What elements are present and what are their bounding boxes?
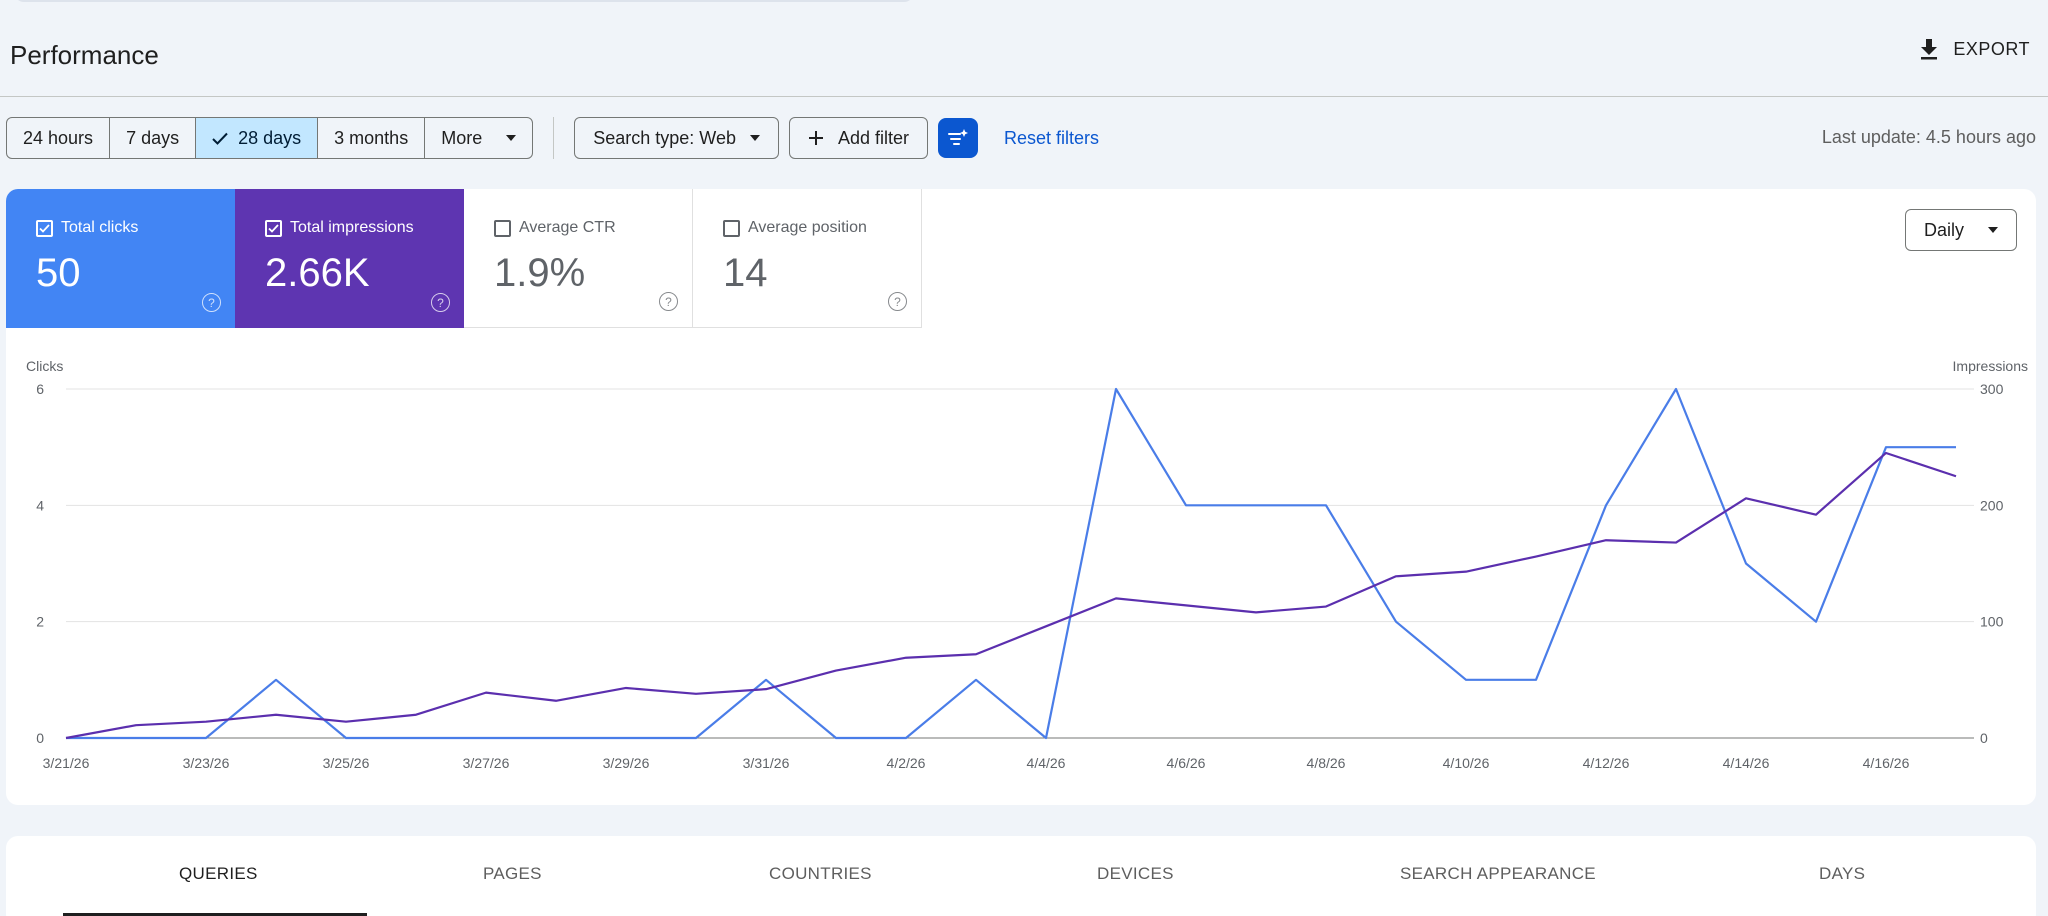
tab-queries[interactable]: QUERIES xyxy=(179,864,258,883)
tab-days[interactable]: DAYS xyxy=(1819,864,1866,883)
right-axis-title: Impressions xyxy=(1953,358,2028,374)
tab-search-appearance[interactable]: SEARCH APPEARANCE xyxy=(1400,864,1596,883)
x-tick-label: 4/16/26 xyxy=(1863,755,1910,771)
right-tick-label: 0 xyxy=(1980,730,1988,746)
range-7-days[interactable]: 7 days xyxy=(110,118,197,158)
metric-label-row: Average CTR xyxy=(494,219,616,237)
date-range-selector: 24 hours 7 days 28 days 3 months More xyxy=(6,117,534,159)
search-type-label: Search type: Web xyxy=(593,127,736,148)
add-filter-label: Add filter xyxy=(837,127,910,148)
metric-value: 1.9% xyxy=(494,251,586,295)
x-tick-label: 4/14/26 xyxy=(1723,755,1770,771)
add-filter-button[interactable]: Add filter xyxy=(788,117,929,159)
metric-average-position[interactable]: Average position 14 ? xyxy=(693,189,922,328)
active-tab-indicator xyxy=(63,913,367,916)
range-more-dropdown[interactable]: More xyxy=(425,118,532,158)
x-tick-label: 3/21/26 xyxy=(43,755,90,771)
granularity-dropdown[interactable]: Daily xyxy=(1905,209,2017,251)
smart-filter-button[interactable] xyxy=(938,118,979,158)
right-tick-label: 100 xyxy=(1980,614,2004,630)
x-tick-label: 4/10/26 xyxy=(1443,755,1490,771)
metric-value: 14 xyxy=(723,251,768,295)
help-icon[interactable]: ? xyxy=(431,293,450,312)
metric-total-impressions[interactable]: Total impressions 2.66K ? xyxy=(235,189,464,328)
right-tick-label: 300 xyxy=(1980,381,2004,397)
left-tick-label: 6 xyxy=(36,381,44,397)
checkbox-unchecked-icon[interactable] xyxy=(723,219,740,237)
help-icon[interactable]: ? xyxy=(202,293,221,312)
page-title: Performance xyxy=(10,40,159,70)
metric-label-row: Average position xyxy=(723,219,867,237)
checkbox-unchecked-icon[interactable] xyxy=(494,219,511,237)
filter-toolbar: 24 hours 7 days 28 days 3 months More Se… xyxy=(6,117,1099,159)
metric-label: Total clicks xyxy=(61,219,139,236)
x-tick-label: 3/23/26 xyxy=(183,755,230,771)
search-type-dropdown[interactable]: Search type: Web xyxy=(574,117,779,159)
more-label: More xyxy=(441,127,483,148)
plus-icon xyxy=(808,131,823,145)
range-3-months[interactable]: 3 months xyxy=(318,118,426,158)
last-update-text: Last update: 4.5 hours ago xyxy=(1821,127,2036,147)
metric-value: 2.66K xyxy=(265,251,370,295)
tab-countries[interactable]: COUNTRIES xyxy=(769,864,872,883)
left-axis-title: Clicks xyxy=(26,358,63,374)
metric-value: 50 xyxy=(36,251,81,295)
metric-total-clicks[interactable]: Total clicks 50 ? xyxy=(6,189,235,328)
tab-pages[interactable]: PAGES xyxy=(483,864,542,883)
granularity-label: Daily xyxy=(1924,219,1965,240)
range-28-days[interactable]: 28 days xyxy=(196,118,319,158)
left-tick-label: 2 xyxy=(36,614,44,630)
x-tick-label: 3/27/26 xyxy=(463,755,510,771)
metric-label-row: Total impressions xyxy=(265,219,414,237)
chevron-down-icon xyxy=(1988,227,1998,233)
filter-sparkle-icon xyxy=(948,129,969,145)
chevron-down-icon xyxy=(506,135,517,141)
left-tick-label: 0 xyxy=(36,730,44,746)
toolbar-divider xyxy=(553,117,555,159)
x-tick-label: 3/31/26 xyxy=(743,755,790,771)
x-tick-label: 4/2/26 xyxy=(887,755,926,771)
top-search-strip xyxy=(14,0,914,2)
left-tick-label: 4 xyxy=(36,497,44,513)
performance-chart-card: Total clicks 50 ? Total impressions 2.66… xyxy=(6,189,2036,805)
x-tick-label: 4/6/26 xyxy=(1167,755,1206,771)
download-icon xyxy=(1921,39,1938,60)
impressions-series-line xyxy=(65,451,1957,740)
reset-filters-link[interactable]: Reset filters xyxy=(1004,127,1100,148)
x-tick-label: 4/8/26 xyxy=(1307,755,1346,771)
dimension-tabs: QUERIES PAGES COUNTRIES DEVICES SEARCH A… xyxy=(6,836,2036,916)
metric-label-row: Total clicks xyxy=(36,219,138,237)
export-button[interactable]: EXPORT xyxy=(1919,38,2030,60)
metric-label: Average position xyxy=(748,219,867,236)
check-icon xyxy=(212,132,228,145)
range-28-days-label: 28 days xyxy=(238,127,302,148)
x-tick-label: 3/29/26 xyxy=(603,755,650,771)
help-icon[interactable]: ? xyxy=(888,292,907,311)
clicks-series-line xyxy=(66,387,1956,740)
export-label: EXPORT xyxy=(1953,38,2030,59)
x-tick-label: 4/12/26 xyxy=(1583,755,1630,771)
checkbox-checked-icon[interactable] xyxy=(36,219,53,237)
page-header: Performance EXPORT xyxy=(0,0,2048,97)
x-tick-label: 3/25/26 xyxy=(323,755,370,771)
x-tick-label: 4/4/26 xyxy=(1027,755,1066,771)
right-tick-label: 200 xyxy=(1980,497,2004,513)
tab-devices[interactable]: DEVICES xyxy=(1097,864,1174,883)
help-icon[interactable]: ? xyxy=(659,292,678,311)
metric-label: Total impressions xyxy=(290,219,414,236)
metric-average-ctr[interactable]: Average CTR 1.9% ? xyxy=(464,189,693,328)
checkbox-checked-icon[interactable] xyxy=(265,219,282,237)
range-24-hours[interactable]: 24 hours xyxy=(7,118,111,158)
chevron-down-icon xyxy=(749,135,760,141)
performance-line-chart: Clicks Impressions 0 2 4 6 0 100 200 300 3/21/26 3/… xyxy=(26,358,2028,771)
metric-label: Average CTR xyxy=(519,219,616,236)
